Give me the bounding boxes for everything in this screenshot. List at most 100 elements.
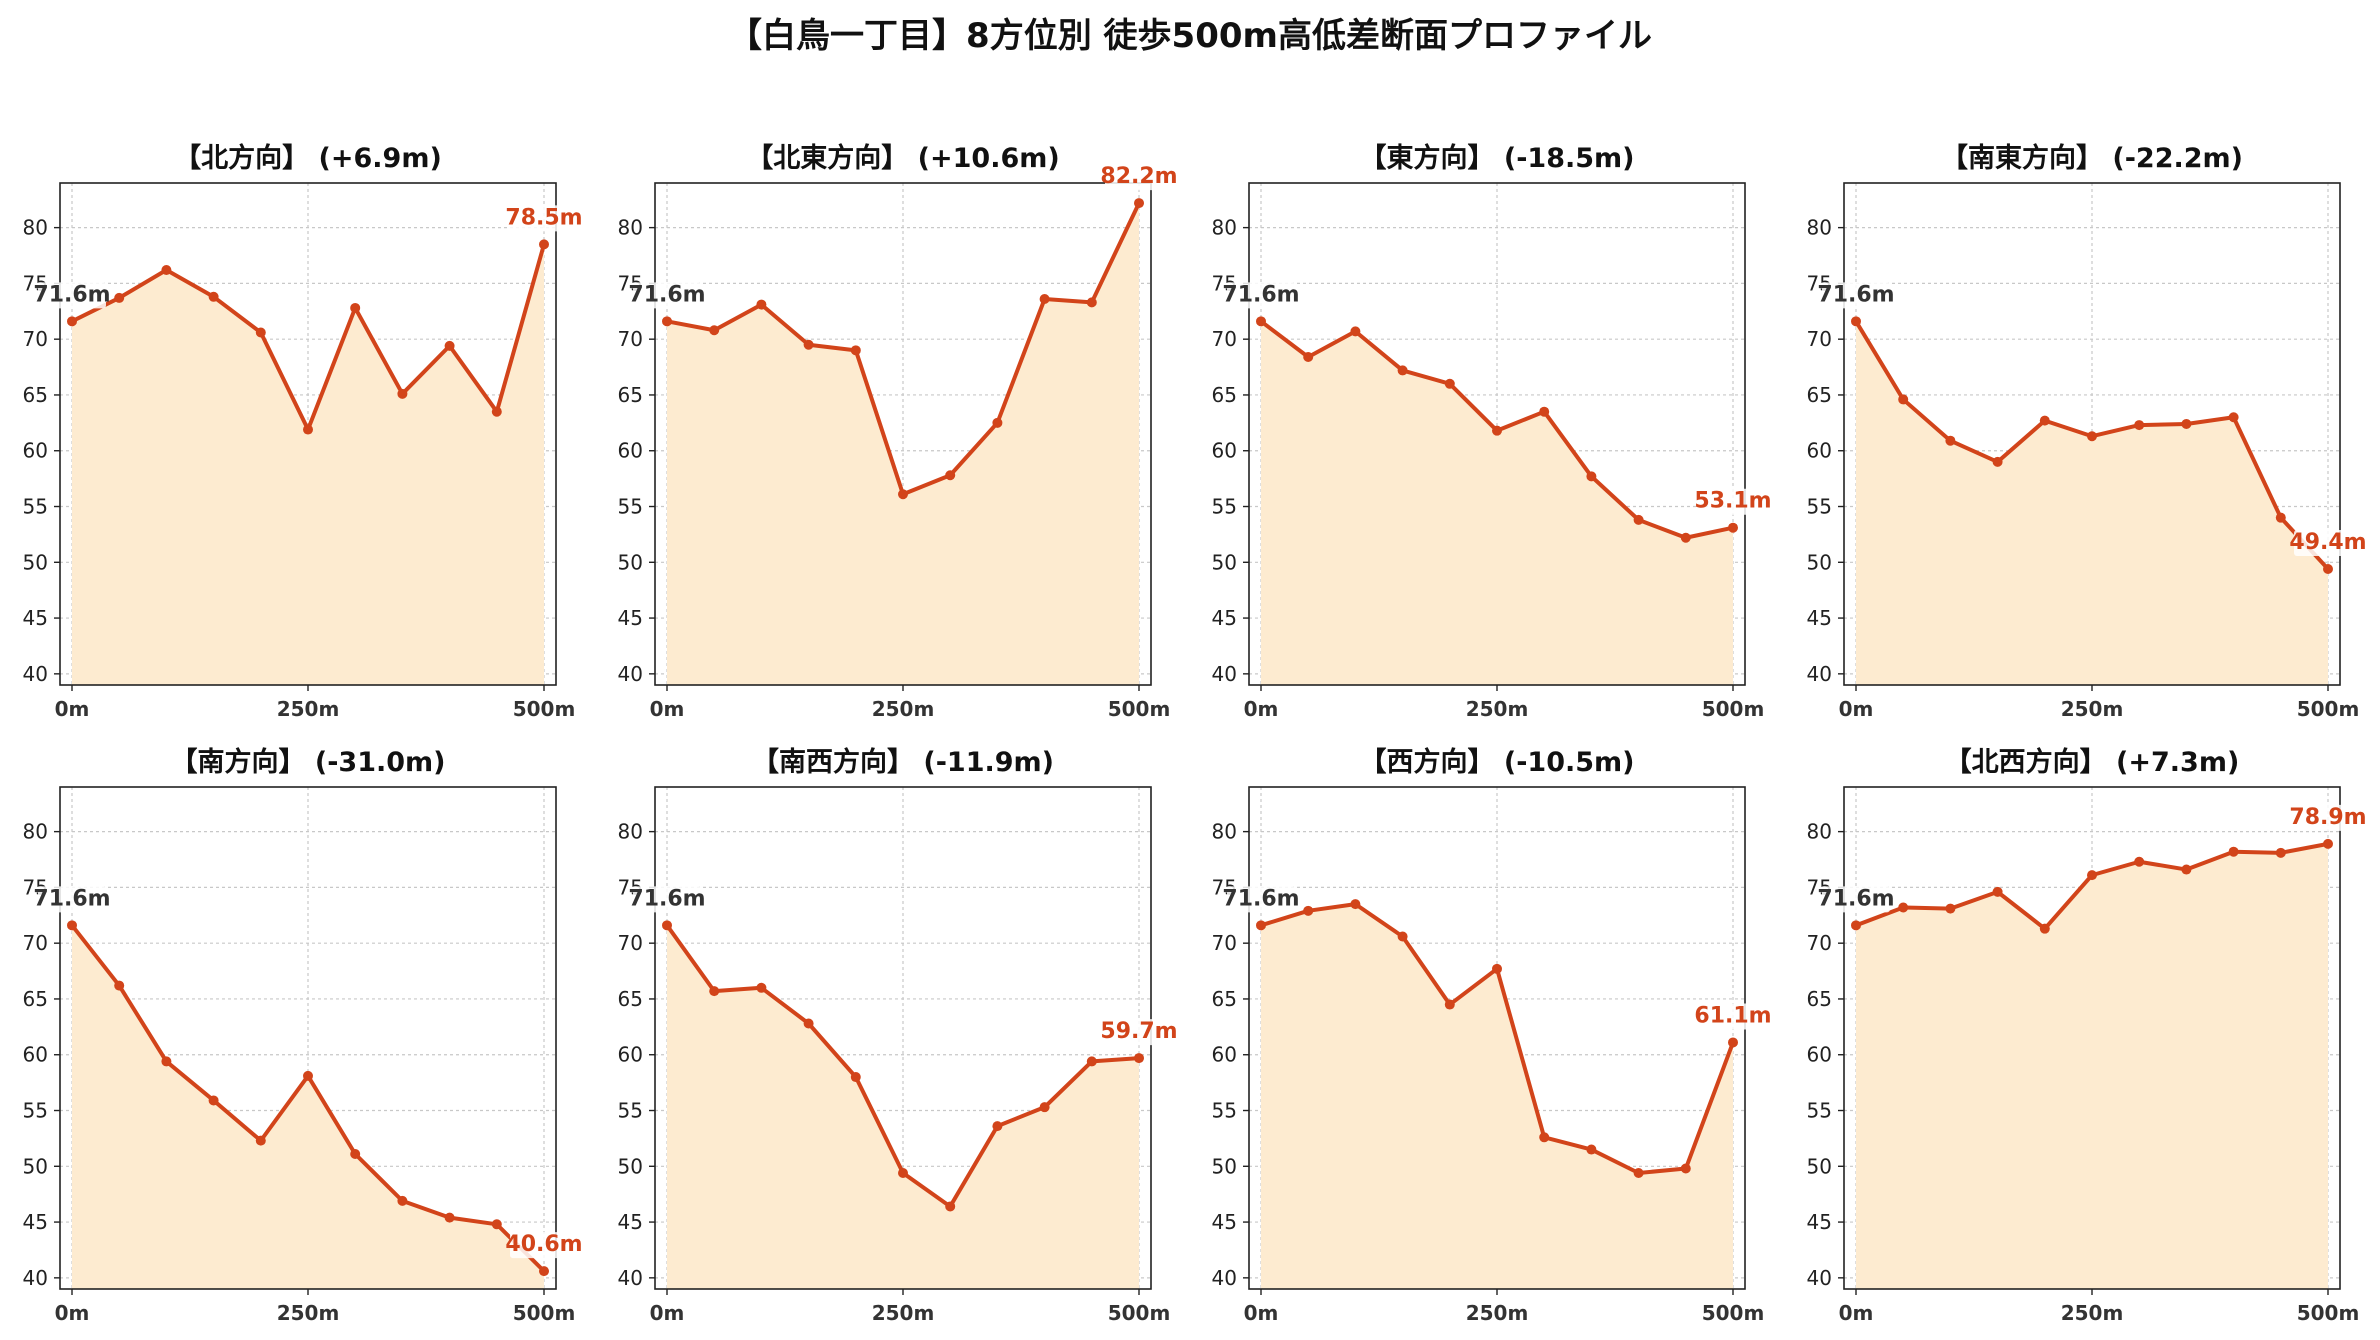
y-tick-label: 55 <box>1212 1099 1237 1123</box>
end-label-bg <box>1105 164 1173 191</box>
y-tick-label: 70 <box>1807 327 1832 351</box>
end-label-bg <box>1699 1003 1767 1030</box>
y-tick-label: 50 <box>1807 550 1832 574</box>
data-point <box>1992 456 2003 467</box>
end-elevation-label: 82.2m <box>1100 164 1177 189</box>
x-tick-label: 250m <box>277 697 340 721</box>
data-point <box>2181 418 2192 429</box>
area-fill <box>667 925 1139 1289</box>
y-tick-label: 70 <box>23 327 48 351</box>
y-tick-label: 40 <box>1807 662 1832 686</box>
panel-title: 【南方向】 (-31.0m) <box>170 746 445 778</box>
y-tick-label: 45 <box>1212 606 1237 630</box>
area-fill <box>667 203 1139 685</box>
area-fill <box>1261 904 1733 1289</box>
start-elevation-label: 71.6m <box>1817 282 1894 307</box>
data-point <box>945 1201 956 1212</box>
x-tick-label: 250m <box>277 1301 340 1325</box>
area-fill <box>72 244 544 685</box>
x-tick-label: 250m <box>872 697 935 721</box>
x-tick-label: 0m <box>1839 697 1874 721</box>
y-tick-label: 40 <box>618 1266 643 1290</box>
x-tick-label: 500m <box>1108 1301 1171 1325</box>
data-point <box>662 920 672 931</box>
data-point <box>709 986 720 997</box>
y-tick-label: 55 <box>23 1099 48 1123</box>
x-tick-label: 500m <box>1702 697 1765 721</box>
data-point <box>1680 1163 1691 1174</box>
figure-title: 【白鳥一丁目】8方位別 徒歩500m高低差断面プロファイル <box>728 16 1652 56</box>
end-label-bg <box>2294 804 2362 831</box>
y-tick-label: 40 <box>23 1266 48 1290</box>
y-tick-label: 60 <box>23 1043 48 1067</box>
data-point <box>114 292 125 303</box>
y-tick-label: 65 <box>1212 987 1237 1011</box>
start-label-bg <box>633 886 701 913</box>
data-point <box>2275 512 2286 523</box>
data-point <box>898 1167 908 1178</box>
data-point <box>2087 870 2097 881</box>
data-point <box>114 980 125 991</box>
data-point <box>1728 1037 1738 1048</box>
data-point <box>2087 431 2097 442</box>
panel-title: 【南西方向】 (-11.9m) <box>752 746 1054 778</box>
y-tick-label: 60 <box>618 439 643 463</box>
data-point <box>539 239 549 250</box>
end-label-bg <box>1699 488 1767 515</box>
y-tick-label: 60 <box>1212 439 1237 463</box>
y-tick-label: 40 <box>1212 662 1237 686</box>
data-point <box>491 1219 502 1230</box>
data-point <box>1851 316 1861 327</box>
data-point <box>444 1212 455 1223</box>
y-tick-label: 40 <box>1212 1266 1237 1290</box>
data-point <box>756 299 767 310</box>
data-point <box>67 316 77 327</box>
y-tick-label: 70 <box>618 327 643 351</box>
y-tick-label: 65 <box>23 987 48 1011</box>
y-tick-label: 40 <box>618 662 643 686</box>
data-point <box>1086 1056 1097 1067</box>
data-point <box>1851 920 1861 931</box>
start-label-bg <box>1822 282 1890 309</box>
y-tick-label: 65 <box>618 383 643 407</box>
data-point <box>803 339 814 350</box>
y-tick-label: 80 <box>618 216 643 240</box>
data-point <box>1256 316 1266 327</box>
y-tick-label: 80 <box>618 820 643 844</box>
data-point <box>539 1266 549 1277</box>
data-point <box>255 1135 266 1146</box>
start-elevation-label: 71.6m <box>33 282 110 307</box>
y-tick-label: 60 <box>1807 1043 1832 1067</box>
data-point <box>350 302 361 313</box>
data-point <box>1397 931 1408 942</box>
y-tick-label: 60 <box>23 439 48 463</box>
data-point <box>992 1121 1003 1132</box>
start-elevation-label: 71.6m <box>628 282 705 307</box>
data-point <box>161 1056 172 1067</box>
data-point <box>2323 563 2333 574</box>
data-point <box>1992 886 2003 897</box>
y-tick-label: 50 <box>23 1154 48 1178</box>
x-tick-label: 500m <box>1702 1301 1765 1325</box>
end-elevation-label: 59.7m <box>1100 1019 1177 1044</box>
data-point <box>208 1095 219 1106</box>
panel-title: 【南東方向】 (-22.2m) <box>1941 142 2243 174</box>
x-tick-label: 250m <box>2061 1301 2124 1325</box>
x-tick-label: 500m <box>2297 697 2360 721</box>
y-tick-label: 65 <box>23 383 48 407</box>
end-elevation-label: 53.1m <box>1694 489 1771 514</box>
data-point <box>1586 471 1597 482</box>
x-tick-label: 250m <box>1466 697 1529 721</box>
y-tick-label: 70 <box>618 931 643 955</box>
data-point <box>1539 406 1550 417</box>
start-elevation-label: 71.6m <box>1222 886 1299 911</box>
y-tick-label: 55 <box>1807 1099 1832 1123</box>
y-tick-label: 70 <box>23 931 48 955</box>
y-tick-label: 45 <box>23 1210 48 1234</box>
y-tick-label: 65 <box>618 987 643 1011</box>
data-point <box>1134 198 1144 209</box>
x-tick-label: 250m <box>872 1301 935 1325</box>
